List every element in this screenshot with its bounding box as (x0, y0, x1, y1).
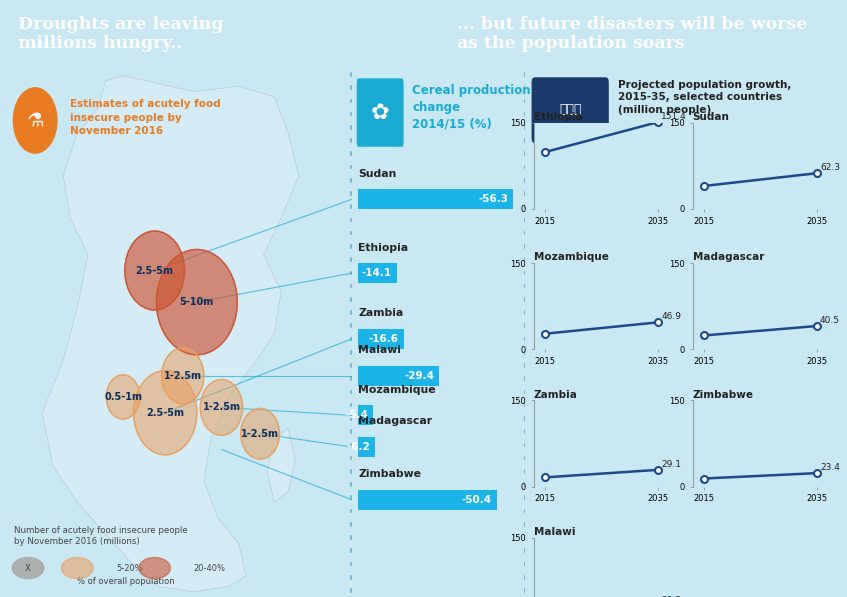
Text: -50.4: -50.4 (462, 494, 492, 504)
Text: Droughts are leaving
millions hungry..: Droughts are leaving millions hungry.. (18, 16, 223, 52)
Text: -6.2: -6.2 (347, 442, 370, 452)
Ellipse shape (162, 348, 204, 404)
Bar (358, 329, 404, 349)
Ellipse shape (241, 408, 280, 459)
Text: 5-10m: 5-10m (180, 297, 214, 307)
Text: Sudan: Sudan (358, 169, 397, 179)
Bar (358, 189, 513, 210)
Text: Zimbabwe: Zimbabwe (358, 469, 422, 479)
Text: 40.5: 40.5 (820, 316, 840, 325)
Text: -29.4: -29.4 (404, 371, 434, 381)
Text: 30.3: 30.3 (661, 596, 681, 597)
Text: 1-2.5m: 1-2.5m (163, 371, 202, 381)
Text: -5.4: -5.4 (346, 410, 368, 420)
Text: 1-2.5m: 1-2.5m (202, 402, 241, 413)
Text: Mozambique: Mozambique (358, 384, 436, 395)
Text: 20-40%: 20-40% (193, 564, 225, 573)
FancyBboxPatch shape (532, 77, 609, 143)
Text: ✿: ✿ (371, 103, 390, 122)
Bar (358, 490, 497, 510)
Text: -14.1: -14.1 (362, 268, 392, 278)
Text: Ethiopia: Ethiopia (358, 242, 408, 253)
Ellipse shape (125, 231, 185, 310)
Text: 46.9: 46.9 (661, 312, 681, 321)
Polygon shape (42, 76, 299, 592)
Bar (358, 437, 375, 457)
Text: Estimates of acutely food
insecure people by
November 2016: Estimates of acutely food insecure peopl… (70, 100, 221, 136)
Text: ... but future disasters will be worse
as the population soars: ... but future disasters will be worse a… (457, 16, 807, 52)
Text: Number of acutely food insecure people
by November 2016 (millions): Number of acutely food insecure people b… (14, 526, 188, 546)
Text: Sudan: Sudan (693, 112, 729, 122)
Text: -56.3: -56.3 (478, 195, 508, 204)
Polygon shape (267, 429, 296, 502)
Text: -16.6: -16.6 (369, 334, 399, 344)
Text: 151.4: 151.4 (661, 112, 687, 121)
Ellipse shape (13, 558, 44, 578)
Text: Malawi: Malawi (358, 345, 401, 355)
Text: Projected population growth,
2015-35, selected countries
(million people): Projected population growth, 2015-35, se… (618, 80, 792, 115)
Bar (358, 366, 440, 386)
Text: 👤👤👤: 👤👤👤 (559, 103, 581, 116)
FancyBboxPatch shape (357, 78, 404, 147)
Ellipse shape (106, 375, 140, 419)
Text: Zimbabwe: Zimbabwe (693, 390, 754, 399)
Text: Zambia: Zambia (534, 390, 578, 399)
Ellipse shape (201, 380, 242, 435)
Text: Cereal production
change
2014/15 (%): Cereal production change 2014/15 (%) (412, 84, 531, 131)
Text: ⚗: ⚗ (26, 111, 44, 130)
Ellipse shape (139, 558, 170, 578)
Ellipse shape (157, 250, 237, 355)
Bar (358, 263, 397, 283)
Ellipse shape (62, 558, 93, 578)
Text: Zambia: Zambia (358, 308, 404, 318)
Text: 0.5-1m: 0.5-1m (104, 392, 142, 402)
Text: 1-2.5m: 1-2.5m (241, 429, 280, 439)
Text: Ethiopia: Ethiopia (534, 112, 582, 122)
Text: 23.4: 23.4 (820, 463, 840, 472)
Text: Mozambique: Mozambique (534, 253, 608, 262)
Text: % of overall population: % of overall population (77, 577, 175, 586)
Text: 62.3: 62.3 (820, 163, 840, 172)
Text: Madagascar: Madagascar (358, 416, 433, 426)
Text: 29.1: 29.1 (661, 460, 681, 469)
Text: Madagascar: Madagascar (693, 253, 764, 262)
Text: 5-20%: 5-20% (116, 564, 143, 573)
Bar (358, 405, 374, 425)
Text: Malawi: Malawi (534, 527, 575, 537)
Text: 2.5-5m: 2.5-5m (136, 266, 174, 276)
Circle shape (14, 88, 57, 153)
Text: 2.5-5m: 2.5-5m (147, 408, 184, 418)
Text: X: X (25, 564, 31, 573)
Ellipse shape (134, 371, 197, 455)
